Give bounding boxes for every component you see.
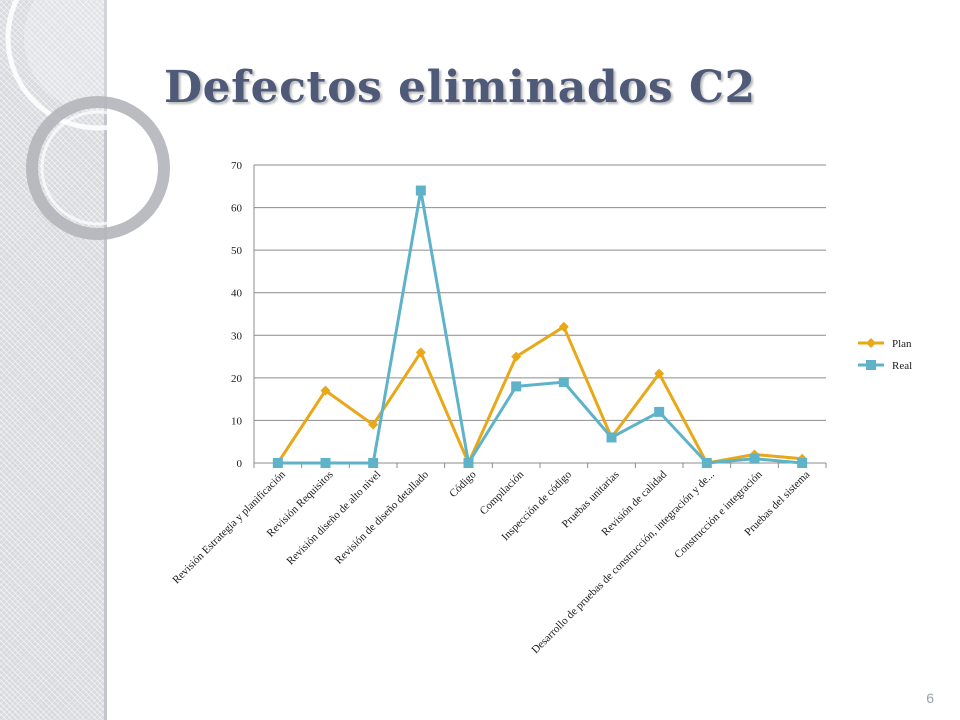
y-tick-label: 30	[231, 330, 243, 342]
series-line-plan	[276, 325, 804, 465]
slide-title: Defectos eliminados C2	[164, 62, 756, 113]
y-tick-label: 0	[237, 458, 243, 470]
data-point-real	[654, 406, 665, 417]
legend-marker	[866, 338, 876, 348]
y-tick-label: 60	[231, 203, 243, 215]
data-point-plan	[558, 321, 569, 332]
y-tick-label: 20	[231, 373, 243, 385]
legend-entry-real: Real	[858, 360, 912, 372]
data-point-plan	[415, 347, 426, 358]
data-point-real	[320, 458, 331, 468]
y-tick-label: 10	[231, 415, 243, 427]
y-tick-label: 40	[231, 288, 243, 300]
series-line-real	[276, 189, 804, 465]
data-point-real	[463, 458, 474, 468]
legend-marker	[866, 360, 876, 370]
data-point-real	[606, 432, 617, 443]
y-tick-label: 50	[231, 245, 243, 257]
x-tick-label: Código	[447, 468, 479, 500]
x-tick-label: Revisión de diseño detallado	[333, 468, 431, 566]
data-point-real	[511, 381, 522, 392]
legend-label: Plan	[892, 338, 912, 350]
page-number: 6	[926, 690, 934, 706]
x-tick-label: Revisión diseño de alto nivel	[285, 469, 384, 568]
x-tick-label: Construcción e integración	[672, 468, 765, 561]
data-point-real	[558, 377, 569, 388]
data-point-real	[415, 185, 426, 196]
data-point-plan	[511, 351, 522, 362]
y-tick-label: 70	[231, 160, 243, 172]
decorative-rings	[5, 0, 191, 240]
data-point-plan	[654, 368, 665, 379]
data-point-real	[797, 458, 808, 468]
x-tick-label: Desarrollo de pruebas de construcción, i…	[529, 468, 717, 656]
data-point-real	[272, 458, 283, 468]
data-point-plan	[320, 385, 331, 396]
data-point-real	[368, 458, 379, 468]
x-tick-label: Compilación	[478, 468, 527, 517]
data-point-real	[701, 458, 712, 468]
side-band-edge	[104, 0, 107, 720]
legend-entry-plan: Plan	[858, 338, 912, 350]
data-point-real	[749, 453, 760, 464]
data-point-plan	[368, 419, 379, 430]
legend-label: Real	[892, 360, 912, 372]
